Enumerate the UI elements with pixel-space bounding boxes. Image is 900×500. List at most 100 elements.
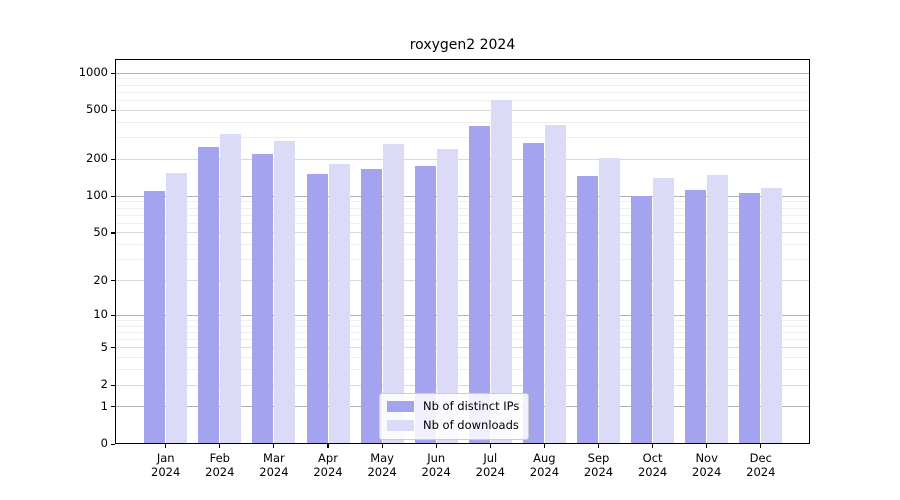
y-tick-label: 2 bbox=[100, 377, 108, 391]
gridline bbox=[115, 357, 810, 359]
y-tick-mark bbox=[111, 384, 115, 386]
bar-downloads-apr bbox=[328, 164, 350, 444]
x-tick-year: 2024 bbox=[367, 465, 397, 479]
gridline bbox=[115, 331, 810, 333]
gridline bbox=[115, 347, 810, 349]
x-tick-label: Jan 2024 bbox=[138, 451, 194, 479]
y-tick-mark bbox=[111, 314, 115, 316]
x-tick-year: 2024 bbox=[529, 465, 560, 479]
bar-downloads-jul bbox=[490, 99, 512, 444]
x-tick-month: Oct bbox=[642, 451, 663, 465]
gridline bbox=[115, 158, 810, 160]
bar-distinct-ips-mar bbox=[252, 153, 274, 444]
gridline bbox=[115, 109, 810, 111]
y-tick-label: 500 bbox=[86, 102, 108, 117]
x-tick-mark bbox=[219, 444, 221, 448]
y-tick-mark bbox=[111, 109, 115, 111]
gridline bbox=[115, 72, 810, 74]
x-tick-label: Dec 2024 bbox=[733, 451, 789, 479]
y-tick-mark bbox=[111, 232, 115, 234]
x-tick-month: Mar bbox=[263, 451, 285, 465]
bar-distinct-ips-sep bbox=[577, 175, 598, 444]
gridline bbox=[115, 339, 810, 340]
gridline bbox=[115, 84, 810, 86]
legend: Nb of distinct IPs Nb of downloads bbox=[379, 393, 530, 440]
bar-distinct-ips-dec bbox=[739, 193, 761, 444]
gridline bbox=[115, 195, 810, 197]
x-tick-month: May bbox=[370, 451, 394, 465]
x-tick-mark bbox=[652, 444, 654, 448]
x-tick-month: Jan bbox=[156, 451, 175, 465]
gridline bbox=[115, 259, 810, 261]
x-tick-label: Sep 2024 bbox=[571, 451, 627, 479]
bar-downloads-oct bbox=[653, 177, 675, 444]
y-tick-mark bbox=[111, 347, 115, 349]
y-tick-mark bbox=[111, 443, 115, 445]
x-tick-label: Aug 2024 bbox=[516, 451, 572, 479]
bar-distinct-ips-apr bbox=[306, 174, 328, 444]
x-tick-mark bbox=[381, 444, 383, 448]
x-tick-label: Jul 2024 bbox=[462, 451, 518, 479]
legend-swatch-downloads bbox=[387, 420, 414, 431]
x-tick-year: 2024 bbox=[151, 465, 181, 479]
y-tick-label: 5 bbox=[100, 339, 108, 354]
y-tick-label: 20 bbox=[93, 272, 108, 287]
x-tick-year: 2024 bbox=[583, 465, 614, 479]
x-tick-month: Jul bbox=[483, 451, 498, 465]
gridline bbox=[115, 319, 810, 321]
y-tick-label: 0 bbox=[100, 436, 108, 450]
gridline bbox=[115, 280, 810, 281]
bar-downloads-may bbox=[382, 143, 404, 444]
chart-title: roxygen2 2024 bbox=[409, 37, 516, 53]
bar-downloads-sep bbox=[599, 158, 620, 444]
x-tick-label: May 2024 bbox=[354, 451, 410, 479]
x-tick-mark bbox=[489, 444, 491, 448]
bar-distinct-ips-jun bbox=[414, 166, 436, 444]
bar-downloads-jan bbox=[166, 173, 188, 444]
y-tick-mark bbox=[111, 406, 115, 408]
legend-label-distinct-ips: Nb of distinct IPs bbox=[423, 399, 520, 413]
bar-distinct-ips-oct bbox=[631, 195, 653, 444]
x-tick-year: 2024 bbox=[421, 465, 451, 479]
y-tick-mark bbox=[111, 72, 115, 74]
x-tick-year: 2024 bbox=[475, 465, 505, 479]
x-tick-mark bbox=[273, 444, 275, 448]
bar-downloads-jun bbox=[436, 148, 458, 444]
legend-item-distinct-ips: Nb of distinct IPs bbox=[387, 399, 519, 414]
gridline bbox=[115, 99, 810, 101]
y-tick-mark bbox=[111, 158, 115, 160]
bar-distinct-ips-may bbox=[360, 168, 382, 444]
x-tick-month: Jun bbox=[427, 451, 446, 465]
x-tick-mark bbox=[165, 444, 167, 448]
x-tick-label: Nov 2024 bbox=[679, 451, 735, 479]
y-tick-mark bbox=[111, 280, 115, 282]
bar-downloads-mar bbox=[274, 140, 296, 444]
gridline bbox=[115, 222, 810, 224]
y-tick-label: 1 bbox=[100, 398, 108, 413]
gridline bbox=[115, 214, 810, 216]
x-tick-month: Feb bbox=[209, 451, 230, 465]
bar-distinct-ips-aug bbox=[522, 143, 544, 444]
y-tick-label: 200 bbox=[86, 151, 108, 166]
bar-distinct-ips-feb bbox=[198, 146, 220, 444]
bar-distinct-ips-jul bbox=[468, 125, 490, 444]
gridline bbox=[115, 201, 810, 203]
gridline bbox=[115, 314, 810, 316]
x-tick-month: Sep bbox=[587, 451, 610, 465]
bar-distinct-ips-jan bbox=[144, 191, 166, 444]
x-tick-label: Jun 2024 bbox=[408, 451, 464, 479]
bar-downloads-dec bbox=[761, 187, 783, 444]
y-tick-label: 100 bbox=[86, 188, 108, 203]
y-tick-label: 1000 bbox=[78, 64, 108, 79]
x-tick-mark bbox=[597, 444, 600, 448]
x-tick-mark bbox=[327, 444, 329, 448]
x-tick-month: Apr bbox=[318, 451, 338, 465]
x-tick-year: 2024 bbox=[313, 465, 343, 479]
x-tick-month: Dec bbox=[749, 451, 772, 465]
x-tick-mark bbox=[543, 444, 545, 448]
x-tick-month: Aug bbox=[533, 451, 556, 465]
gridline bbox=[115, 91, 810, 93]
x-tick-year: 2024 bbox=[205, 465, 235, 479]
x-tick-label: Oct 2024 bbox=[625, 451, 681, 479]
